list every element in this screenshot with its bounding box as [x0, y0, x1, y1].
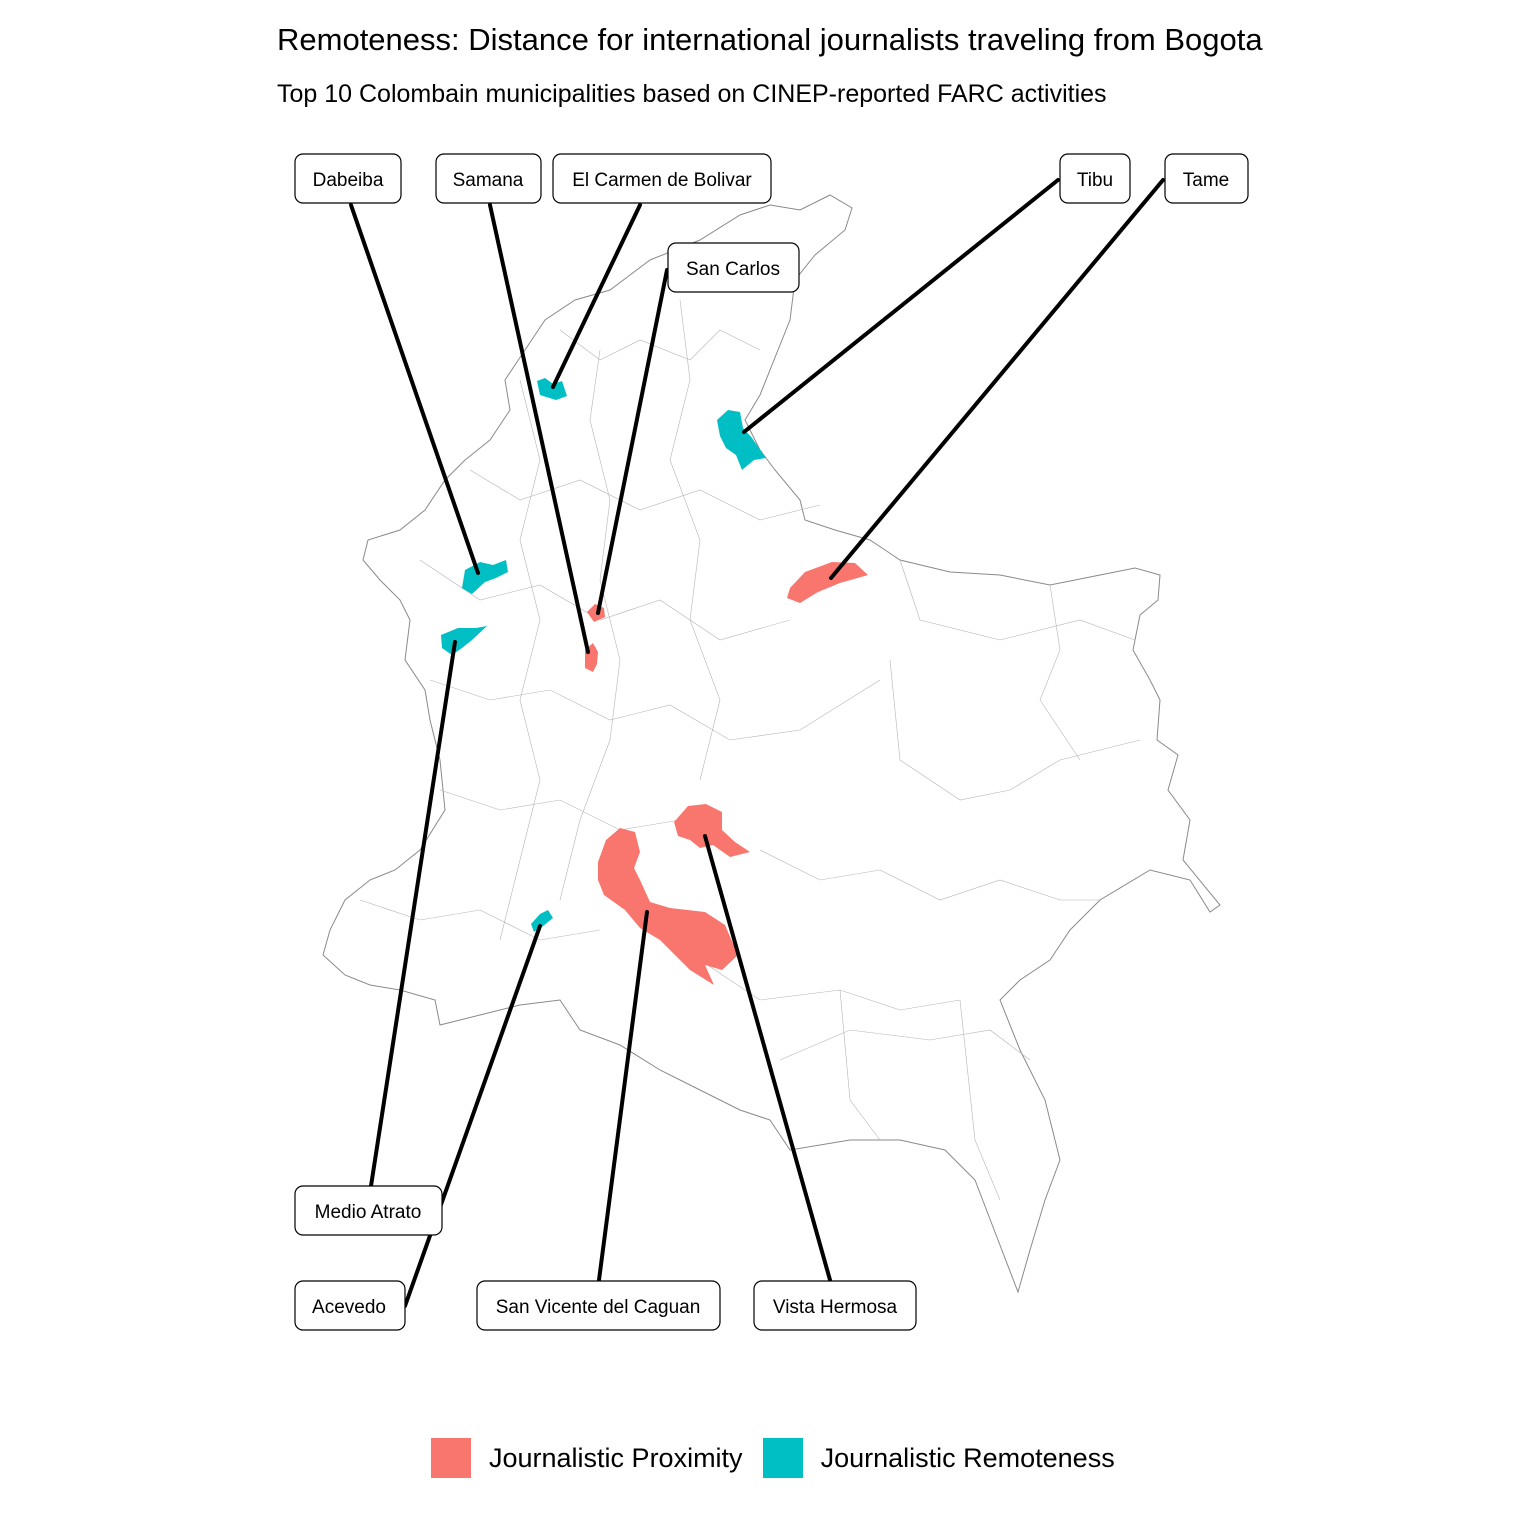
- leader-san-carlos: [596, 268, 669, 615]
- legend-item-remoteness: Journalistic Remoteness: [762, 1438, 1115, 1478]
- municipality-boundaries: [359, 299, 1141, 1201]
- leader-el-carmen-de-bolivar: [551, 203, 642, 389]
- label-text-san-carlos: San Carlos: [686, 259, 780, 280]
- label-text-tibu: Tibu: [1077, 170, 1113, 191]
- label-text-medio-atrato: Medio Atrato: [315, 1202, 422, 1223]
- municipality-labels: Dabeiba Samana El Carmen de Bolivar San …: [294, 153, 1249, 1331]
- label-san-carlos: San Carlos: [667, 242, 800, 293]
- label-acevedo: Acevedo: [294, 1280, 406, 1331]
- region-el-carmen-de-bolivar: [537, 378, 567, 400]
- leader-samana: [488, 203, 590, 654]
- legend-label-remoteness: Journalistic Remoteness: [820, 1442, 1115, 1473]
- label-el-carmen-de-bolivar: El Carmen de Bolivar: [552, 153, 772, 204]
- map-subtitle: Top 10 Colombain municipalities based on…: [277, 80, 1107, 108]
- label-text-vista-hermosa: Vista Hermosa: [773, 1297, 898, 1318]
- label-dabeiba: Dabeiba: [294, 153, 402, 204]
- label-medio-atrato: Medio Atrato: [294, 1185, 443, 1236]
- label-text-tame: Tame: [1183, 170, 1229, 191]
- region-san-vicente-del-caguan: [598, 828, 738, 985]
- leader-vista-hermosa: [703, 834, 832, 1282]
- label-san-vicente-del-caguan: San Vicente del Caguan: [476, 1280, 721, 1331]
- legend-item-proximity: Journalistic Proximity: [431, 1438, 743, 1478]
- label-text-el-carmen-de-bolivar: El Carmen de Bolivar: [572, 170, 752, 191]
- region-acevedo: [531, 910, 553, 932]
- label-tame: Tame: [1164, 153, 1249, 204]
- label-text-dabeiba: Dabeiba: [313, 170, 384, 191]
- leader-lines: [349, 178, 1165, 1308]
- label-tibu: Tibu: [1059, 153, 1131, 204]
- legend-label-proximity: Journalistic Proximity: [489, 1442, 743, 1473]
- region-dabeiba: [462, 560, 508, 594]
- label-samana: Samana: [435, 153, 542, 204]
- region-tame: [787, 562, 868, 603]
- label-text-acevedo: Acevedo: [312, 1297, 386, 1318]
- map-title: Remoteness: Distance for international j…: [277, 22, 1263, 57]
- leader-san-vicente-del-caguan: [597, 910, 649, 1282]
- label-text-san-vicente-del-caguan: San Vicente del Caguan: [496, 1297, 701, 1318]
- label-text-samana: Samana: [453, 170, 524, 191]
- highlighted-municipalities: [441, 378, 868, 985]
- leader-acevedo: [403, 924, 542, 1308]
- legend: Journalistic Proximity Journalistic Remo…: [431, 1438, 1135, 1478]
- legend-key-proximity: [431, 1438, 471, 1478]
- leader-medio-atrato: [369, 640, 457, 1188]
- colombia-outline: [322, 194, 1221, 1294]
- region-vista-hermosa: [674, 804, 750, 857]
- legend-key-remoteness: [762, 1438, 803, 1478]
- leader-tame: [829, 178, 1165, 580]
- leader-dabeiba: [349, 203, 480, 575]
- region-tibu: [717, 410, 766, 470]
- leader-tibu: [742, 178, 1060, 434]
- label-vista-hermosa: Vista Hermosa: [753, 1280, 917, 1331]
